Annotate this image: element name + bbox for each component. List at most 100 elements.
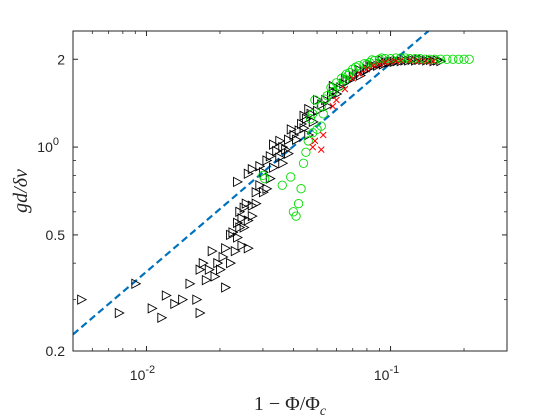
data-point <box>308 116 319 128</box>
data-point <box>363 65 371 73</box>
data-point <box>251 198 262 209</box>
data-point <box>251 187 262 198</box>
data-point <box>381 59 389 66</box>
data-point <box>303 136 313 146</box>
data-point <box>435 54 446 64</box>
data-point <box>308 128 318 138</box>
y-tick-label: 100 <box>37 136 59 155</box>
data-point <box>131 278 142 290</box>
data-point <box>328 86 338 97</box>
data-point <box>356 70 364 78</box>
data-point <box>430 54 440 64</box>
data-point <box>326 82 336 93</box>
data-points-layer <box>77 53 474 324</box>
x-tick-label: 10-1 <box>374 364 399 383</box>
data-point <box>77 294 88 305</box>
series-circle <box>258 53 474 221</box>
data-point <box>265 151 276 162</box>
series-cross <box>309 57 437 154</box>
data-point <box>207 245 218 257</box>
plot-background <box>73 31 507 351</box>
data-point <box>241 198 252 209</box>
data-point <box>178 294 189 305</box>
data-point <box>318 109 328 119</box>
data-point <box>310 95 320 105</box>
data-point <box>391 53 401 63</box>
data-point <box>430 57 437 65</box>
data-point <box>210 271 221 282</box>
data-point <box>161 290 172 301</box>
data-point <box>406 57 414 64</box>
y-axis-label-text: gd/δv <box>10 169 32 213</box>
data-point <box>415 57 422 65</box>
data-point <box>294 125 305 136</box>
data-point <box>157 312 168 324</box>
data-point <box>422 57 430 65</box>
data-point <box>233 232 244 243</box>
data-point <box>297 118 308 130</box>
data-point <box>305 114 316 124</box>
x-axis-label-text: 1 − Φ/Φc <box>254 393 327 419</box>
data-point <box>293 198 304 209</box>
data-point <box>198 257 209 269</box>
data-point <box>400 53 411 63</box>
data-point <box>319 131 327 139</box>
data-point <box>201 274 212 286</box>
data-point <box>374 54 385 64</box>
data-point <box>376 61 383 68</box>
data-point <box>385 53 396 64</box>
data-point <box>386 56 397 68</box>
data-point <box>243 243 254 254</box>
data-point <box>453 54 464 64</box>
data-point <box>291 211 301 221</box>
data-point <box>299 123 310 134</box>
data-point <box>348 64 358 74</box>
data-point <box>286 124 297 135</box>
data-point <box>301 147 311 157</box>
data-point <box>333 96 340 104</box>
data-point <box>309 143 317 151</box>
data-point <box>277 180 287 190</box>
data-point <box>195 307 206 319</box>
data-point <box>226 229 237 241</box>
x-tick-label: 10-2 <box>130 364 155 383</box>
data-point <box>323 101 334 112</box>
y-tick-label: 2 <box>57 51 65 67</box>
data-point <box>349 75 357 82</box>
y-axis-label: gd/δv <box>10 169 32 213</box>
data-point <box>329 102 337 110</box>
data-point <box>258 187 269 198</box>
data-point <box>345 67 355 78</box>
data-point <box>221 282 232 293</box>
data-point <box>262 183 273 194</box>
y-tick-label: 0.2 <box>46 343 66 359</box>
data-point <box>262 155 273 166</box>
data-point <box>286 172 296 182</box>
data-point <box>239 202 250 213</box>
plot-frame <box>72 30 508 352</box>
data-point <box>299 110 310 122</box>
ticks-layer: 10-2 10-1 0.2 0.5 100 2 <box>37 31 507 383</box>
data-point <box>278 141 289 153</box>
data-point <box>405 53 415 64</box>
data-point <box>269 139 279 150</box>
data-point <box>237 213 248 224</box>
data-point <box>233 217 244 229</box>
data-point <box>185 278 196 290</box>
data-point <box>228 227 239 238</box>
data-point <box>341 85 349 93</box>
data-point <box>255 179 266 191</box>
data-point <box>317 146 325 154</box>
data-point <box>425 54 435 64</box>
data-point <box>410 53 420 64</box>
x-axis-label: 1 − Φ/Φc <box>254 393 327 419</box>
data-point <box>195 264 206 275</box>
data-point <box>354 64 365 76</box>
data-point <box>269 162 279 173</box>
data-point <box>233 176 244 188</box>
data-point <box>226 257 237 269</box>
data-point <box>397 57 405 64</box>
series-triangle-right <box>77 54 447 324</box>
data-point <box>298 158 309 168</box>
data-point <box>147 303 158 314</box>
